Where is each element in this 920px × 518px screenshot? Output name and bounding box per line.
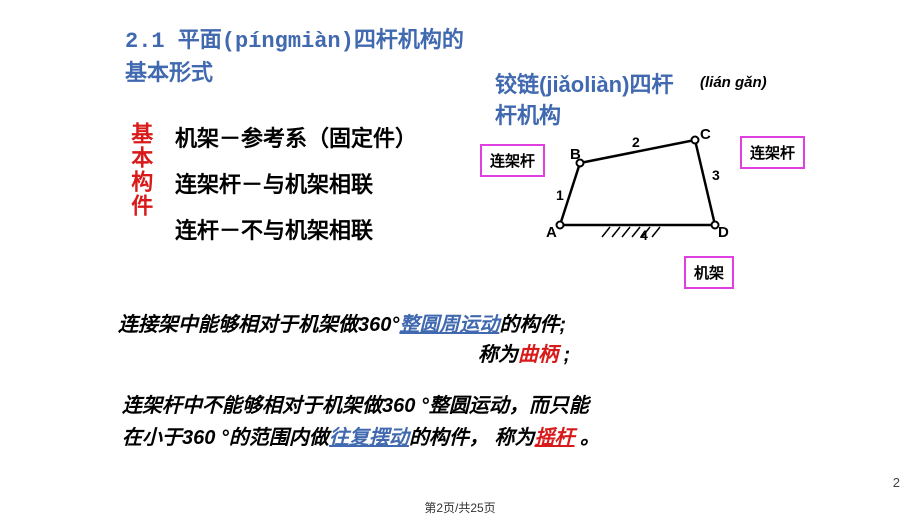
section-heading: 2.1 平面(píngmiàn)四杆机构的 基本形式 <box>125 25 464 91</box>
crank-term: 曲柄 <box>518 344 558 366</box>
crank-link-rotation: 整圆周运动 <box>399 314 499 336</box>
component-definitions: 机架－参考系（固定件） 连架杆－与机架相联 连杆－不与机架相联 <box>175 116 417 255</box>
link-4: 4 <box>640 227 648 243</box>
crank-definition: 连接架中能够相对于机架做360°整圆周运动的构件; 称为曲柄 ; <box>118 310 570 370</box>
four-bar-diagram: A B C D 1 2 3 4 <box>540 125 740 245</box>
def-coupler: 连杆－不与机架相联 <box>175 208 417 254</box>
rocker-text-c: 的构件， 称为 <box>409 427 535 449</box>
pinyin-annotation: (lián gǎn) <box>700 74 767 91</box>
label-frame: 机架 <box>684 256 734 289</box>
label-right-sidelink: 连架杆 <box>740 136 805 169</box>
def-side-link: 连架杆－与机架相联 <box>175 162 417 208</box>
page-number: 2 <box>893 475 900 490</box>
footer-page-info: 第2页/共25页 <box>0 499 920 516</box>
node-D: D <box>718 224 729 241</box>
link-1: 1 <box>556 187 564 203</box>
sidebar-basic-components: 基本构件 <box>128 122 152 218</box>
node-C: C <box>700 126 711 143</box>
link-2: 2 <box>632 134 640 150</box>
diagram-title: 铰链(jiǎoliàn)四杆 杆机构 <box>495 70 673 132</box>
crank-text-c: 的构件; <box>499 314 566 336</box>
node-A: A <box>546 224 557 241</box>
rocker-text-e: 。 <box>575 427 601 449</box>
rocker-link-oscillation: 往复摆动 <box>329 427 409 449</box>
link-3: 3 <box>712 167 720 183</box>
crank-text-a: 连接架中能够相对于机架做360° <box>118 314 399 336</box>
rocker-definition: 连架杆中不能够相对于机架做360 °整圆运动，而只能 在小于360 °的范围内做… <box>122 390 600 454</box>
rocker-term: 摇杆 <box>535 427 575 449</box>
crank-text-called: 称为 <box>478 344 518 366</box>
label-left-sidelink: 连架杆 <box>480 144 545 177</box>
crank-text-f: ; <box>558 344 570 366</box>
node-B: B <box>570 146 581 163</box>
def-frame: 机架－参考系（固定件） <box>175 116 417 162</box>
